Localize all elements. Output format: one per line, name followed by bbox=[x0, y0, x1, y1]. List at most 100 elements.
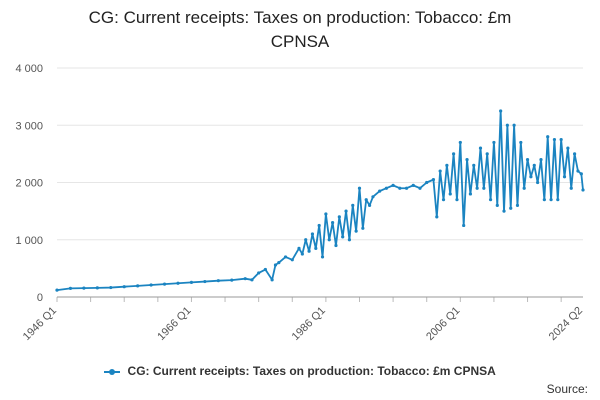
data-point[interactable] bbox=[458, 140, 462, 145]
data-point[interactable] bbox=[418, 186, 422, 190]
data-point[interactable] bbox=[351, 203, 355, 207]
data-point[interactable] bbox=[478, 146, 483, 150]
data-point[interactable] bbox=[552, 137, 557, 142]
data-point[interactable] bbox=[162, 282, 167, 286]
data-point[interactable] bbox=[472, 163, 476, 167]
data-point[interactable] bbox=[573, 152, 577, 156]
data-point[interactable] bbox=[566, 146, 570, 150]
series-line[interactable] bbox=[56, 110, 584, 292]
data-point[interactable] bbox=[581, 188, 585, 192]
data-point[interactable] bbox=[310, 232, 315, 236]
data-point[interactable] bbox=[122, 285, 126, 289]
data-point[interactable] bbox=[307, 249, 311, 253]
data-point[interactable] bbox=[549, 198, 553, 202]
legend[interactable]: CG: Current receipts: Taxes on productio… bbox=[0, 364, 600, 378]
data-point[interactable] bbox=[290, 258, 294, 262]
data-point[interactable] bbox=[361, 226, 365, 230]
data-point[interactable] bbox=[250, 278, 254, 282]
data-point[interactable] bbox=[515, 203, 520, 207]
data-point[interactable] bbox=[337, 215, 341, 219]
data-point[interactable] bbox=[529, 175, 533, 179]
data-point[interactable] bbox=[327, 238, 331, 242]
data-point[interactable] bbox=[371, 195, 375, 199]
data-point[interactable] bbox=[579, 172, 583, 176]
data-point[interactable] bbox=[512, 123, 516, 127]
data-point[interactable] bbox=[320, 255, 325, 259]
data-point[interactable] bbox=[559, 137, 563, 142]
data-point[interactable] bbox=[576, 169, 580, 173]
data-point[interactable] bbox=[441, 198, 446, 202]
data-point[interactable] bbox=[149, 283, 153, 287]
data-point[interactable] bbox=[95, 286, 99, 290]
data-point[interactable] bbox=[509, 206, 513, 210]
data-point[interactable] bbox=[283, 255, 288, 259]
data-point[interactable] bbox=[522, 186, 526, 190]
data-point[interactable] bbox=[331, 220, 335, 225]
data-point[interactable] bbox=[216, 279, 220, 283]
data-point[interactable] bbox=[367, 203, 372, 207]
data-point[interactable] bbox=[136, 284, 140, 288]
data-point[interactable] bbox=[354, 229, 358, 233]
data-point[interactable] bbox=[378, 189, 382, 193]
data-point[interactable] bbox=[176, 281, 180, 285]
data-point[interactable] bbox=[462, 223, 466, 228]
data-point[interactable] bbox=[536, 180, 540, 185]
data-point[interactable] bbox=[411, 183, 415, 187]
data-point[interactable] bbox=[297, 246, 301, 250]
data-point[interactable] bbox=[364, 198, 368, 202]
data-point[interactable] bbox=[475, 186, 479, 190]
data-point[interactable] bbox=[243, 277, 247, 281]
data-point[interactable] bbox=[230, 278, 234, 282]
data-point[interactable] bbox=[562, 175, 567, 179]
data-point[interactable] bbox=[435, 215, 439, 219]
data-point[interactable] bbox=[485, 152, 489, 156]
data-point[interactable] bbox=[499, 109, 503, 113]
data-point[interactable] bbox=[542, 198, 546, 202]
data-point[interactable] bbox=[505, 123, 509, 127]
data-point[interactable] bbox=[525, 158, 530, 162]
data-point[interactable] bbox=[546, 135, 550, 139]
data-point[interactable] bbox=[488, 198, 493, 202]
data-point[interactable] bbox=[384, 186, 388, 190]
data-point[interactable] bbox=[539, 158, 543, 162]
data-point[interactable] bbox=[324, 212, 328, 216]
data-point[interactable] bbox=[357, 186, 362, 190]
data-point[interactable] bbox=[425, 180, 429, 185]
data-point[interactable] bbox=[391, 183, 395, 187]
data-point[interactable] bbox=[448, 192, 452, 196]
data-point[interactable] bbox=[502, 209, 506, 213]
data-point[interactable] bbox=[263, 267, 267, 272]
data-point[interactable] bbox=[482, 186, 486, 190]
data-point[interactable] bbox=[347, 238, 352, 242]
data-point[interactable] bbox=[445, 163, 449, 167]
data-point[interactable] bbox=[277, 261, 281, 265]
data-point[interactable] bbox=[314, 246, 318, 250]
data-point[interactable] bbox=[468, 192, 473, 196]
data-point[interactable] bbox=[465, 158, 469, 162]
data-point[interactable] bbox=[556, 198, 560, 202]
data-point[interactable] bbox=[317, 223, 321, 228]
data-point[interactable] bbox=[404, 186, 409, 190]
data-point[interactable] bbox=[344, 209, 348, 213]
data-point[interactable] bbox=[55, 288, 59, 292]
data-point[interactable] bbox=[109, 285, 113, 290]
data-point[interactable] bbox=[431, 178, 436, 182]
data-point[interactable] bbox=[334, 243, 338, 248]
data-point[interactable] bbox=[495, 203, 499, 207]
data-point[interactable] bbox=[452, 152, 456, 156]
data-point[interactable] bbox=[270, 278, 274, 282]
data-point[interactable] bbox=[532, 163, 536, 167]
data-point[interactable] bbox=[82, 286, 86, 290]
data-point[interactable] bbox=[341, 235, 345, 239]
data-point[interactable] bbox=[519, 140, 523, 145]
data-point[interactable] bbox=[300, 252, 304, 256]
data-point[interactable] bbox=[257, 271, 261, 275]
data-point[interactable] bbox=[304, 238, 308, 242]
data-point[interactable] bbox=[569, 186, 573, 190]
data-point[interactable] bbox=[203, 279, 207, 284]
data-point[interactable] bbox=[438, 169, 442, 173]
data-point[interactable] bbox=[68, 286, 73, 291]
data-point[interactable] bbox=[398, 186, 402, 190]
data-point[interactable] bbox=[273, 263, 278, 267]
data-point[interactable] bbox=[189, 280, 194, 284]
